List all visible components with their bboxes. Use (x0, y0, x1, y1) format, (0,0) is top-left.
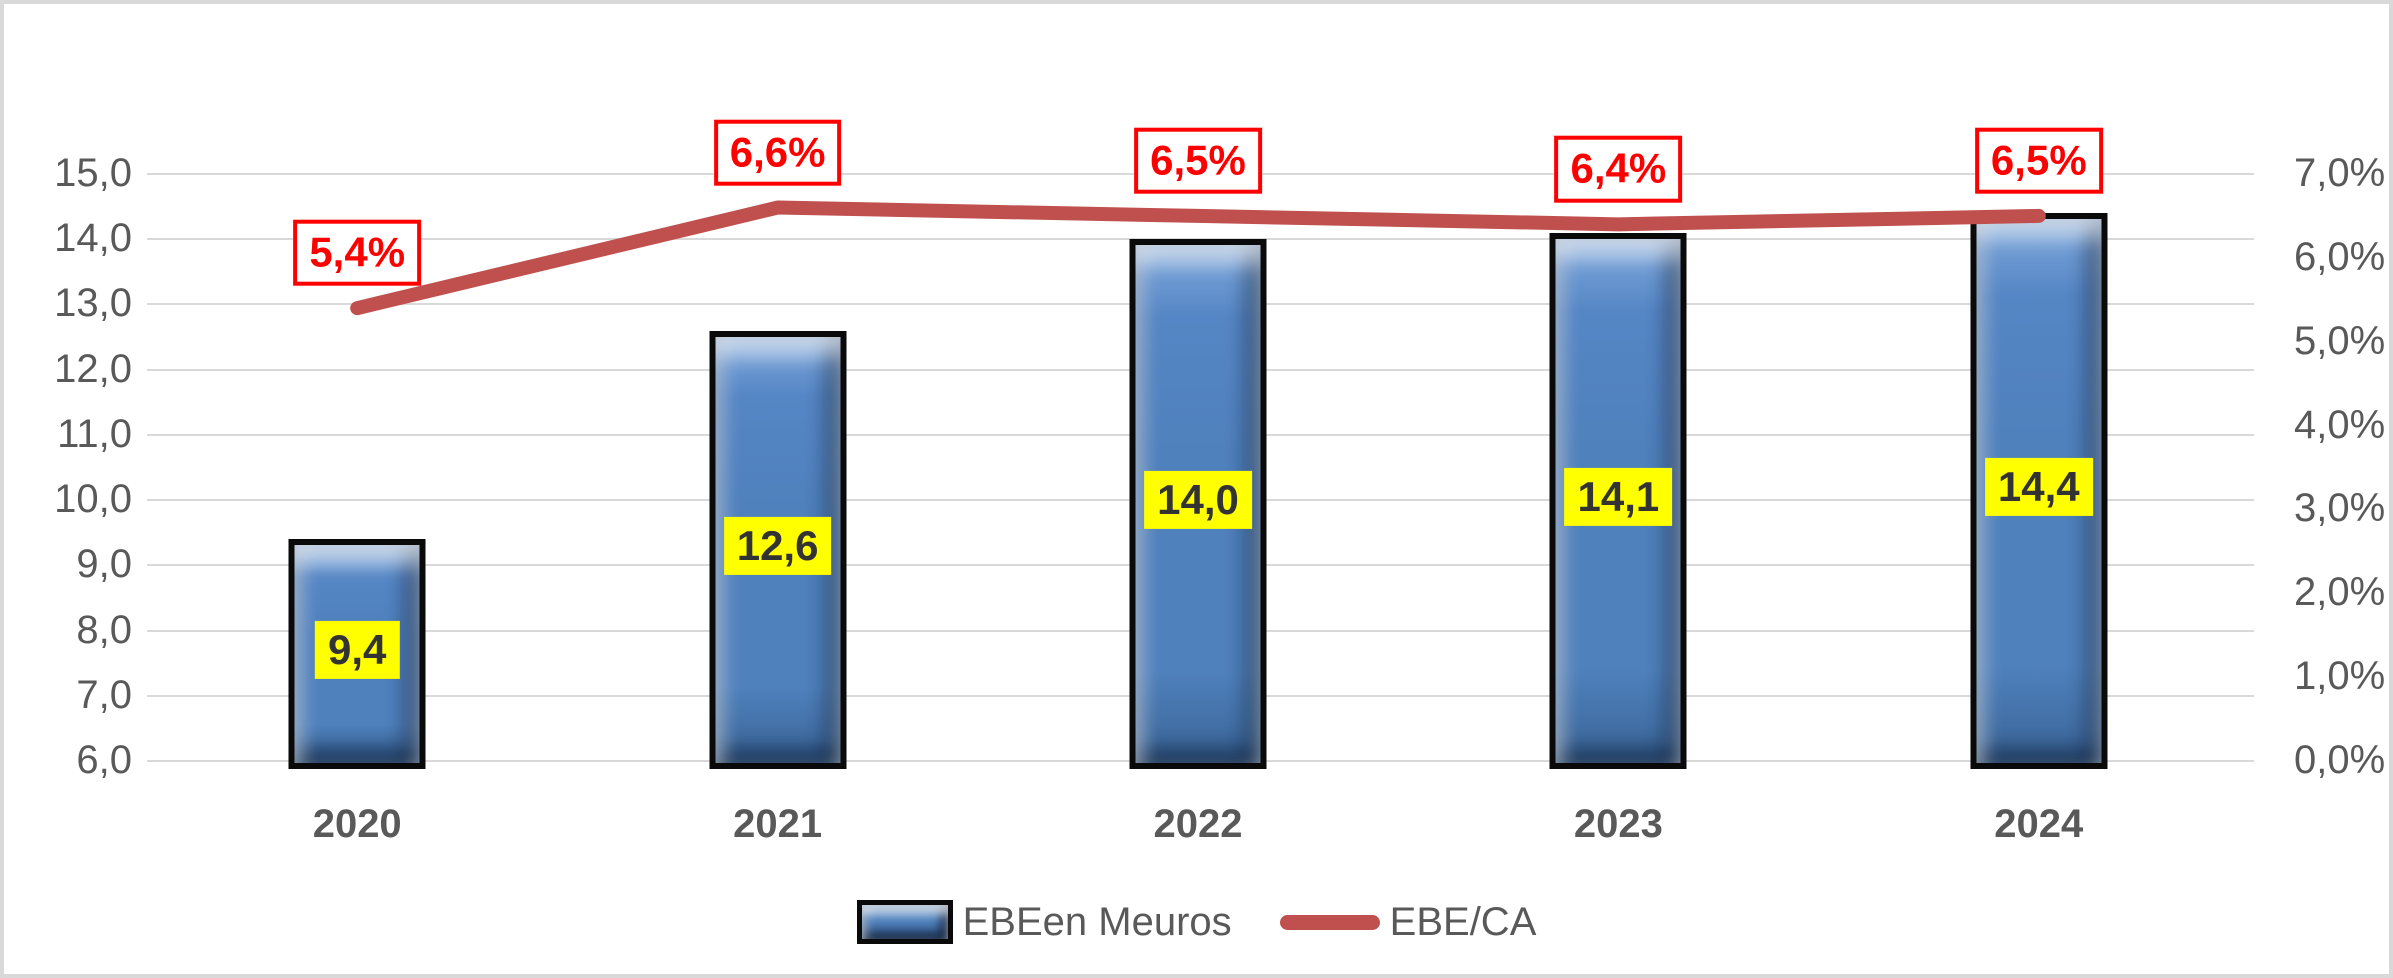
line-point-label-2024[interactable]: 6,5% (1974, 127, 2103, 194)
bar-value-label-2021[interactable]: 12,6 (723, 516, 832, 575)
y-axis-left-tick-label: 9,0 (76, 542, 132, 587)
x-axis-category-label-2022: 2022 (1153, 802, 1243, 846)
y-axis-left-tick-label: 6,0 (76, 738, 132, 783)
y-axis-left-tick-label: 7,0 (76, 672, 132, 717)
y-axis-left-tick-label: 8,0 (76, 607, 132, 652)
x-axis-category-label-2020: 2020 (312, 802, 402, 846)
bar-value-label-2022[interactable]: 14,0 (1144, 471, 1252, 530)
y-axis-left-tick-label: 15,0 (54, 151, 132, 196)
line-point-label-2022[interactable]: 6,5% (1134, 127, 1262, 194)
x-axis-category-label-2021: 2021 (733, 802, 823, 846)
y-axis-right-tick-label: 6,0% (2294, 235, 2386, 280)
legend-label-ebe-meuros: EBEen Meuros (962, 900, 1232, 944)
y-axis-right-tick-label: 1,0% (2294, 654, 2386, 699)
y-axis-left-tick-label: 12,0 (54, 346, 132, 391)
line-point-label-2021[interactable]: 6,6% (713, 119, 842, 186)
legend-label-ebe-ca: EBE/CA (1389, 900, 1537, 944)
x-axis-category-label-2024: 2024 (1994, 802, 2084, 846)
legend: EBEen Meuros EBE/CA (4, 900, 2389, 944)
y-axis-right-tick-label: 4,0% (2294, 402, 2386, 447)
bar-value-label-2023[interactable]: 14,1 (1564, 467, 1673, 526)
x-axis-category-label-2023: 2023 (1573, 802, 1663, 846)
legend-item-ebe-ca[interactable]: EBE/CA (1279, 900, 1537, 944)
y-axis-right-tick-label: 0,0% (2294, 738, 2386, 783)
y-axis-left-tick-label: 10,0 (54, 477, 132, 522)
bar-series-marker-icon (856, 900, 953, 944)
y-axis-right-tick-label: 3,0% (2294, 486, 2386, 531)
legend-item-ebe-meuros[interactable]: EBEen Meuros (856, 900, 1232, 944)
line-series-marker-icon (1279, 914, 1380, 930)
y-axis-left-tick-label: 13,0 (54, 281, 132, 326)
bar-value-label-2024[interactable]: 14,4 (1984, 457, 2093, 517)
y-axis-right-tick-label: 7,0% (2294, 151, 2386, 196)
line-point-label-2023[interactable]: 6,4% (1554, 136, 1683, 203)
line-point-label-2020[interactable]: 5,4% (293, 219, 422, 287)
y-axis-right-tick-label: 5,0% (2294, 318, 2386, 363)
y-axis-right-tick-label: 2,0% (2294, 570, 2386, 615)
y-axis-left-tick-label: 14,0 (54, 216, 132, 261)
y-axis-left-tick-label: 11,0 (57, 412, 132, 457)
bar-value-label-2020[interactable]: 9,4 (314, 621, 400, 680)
